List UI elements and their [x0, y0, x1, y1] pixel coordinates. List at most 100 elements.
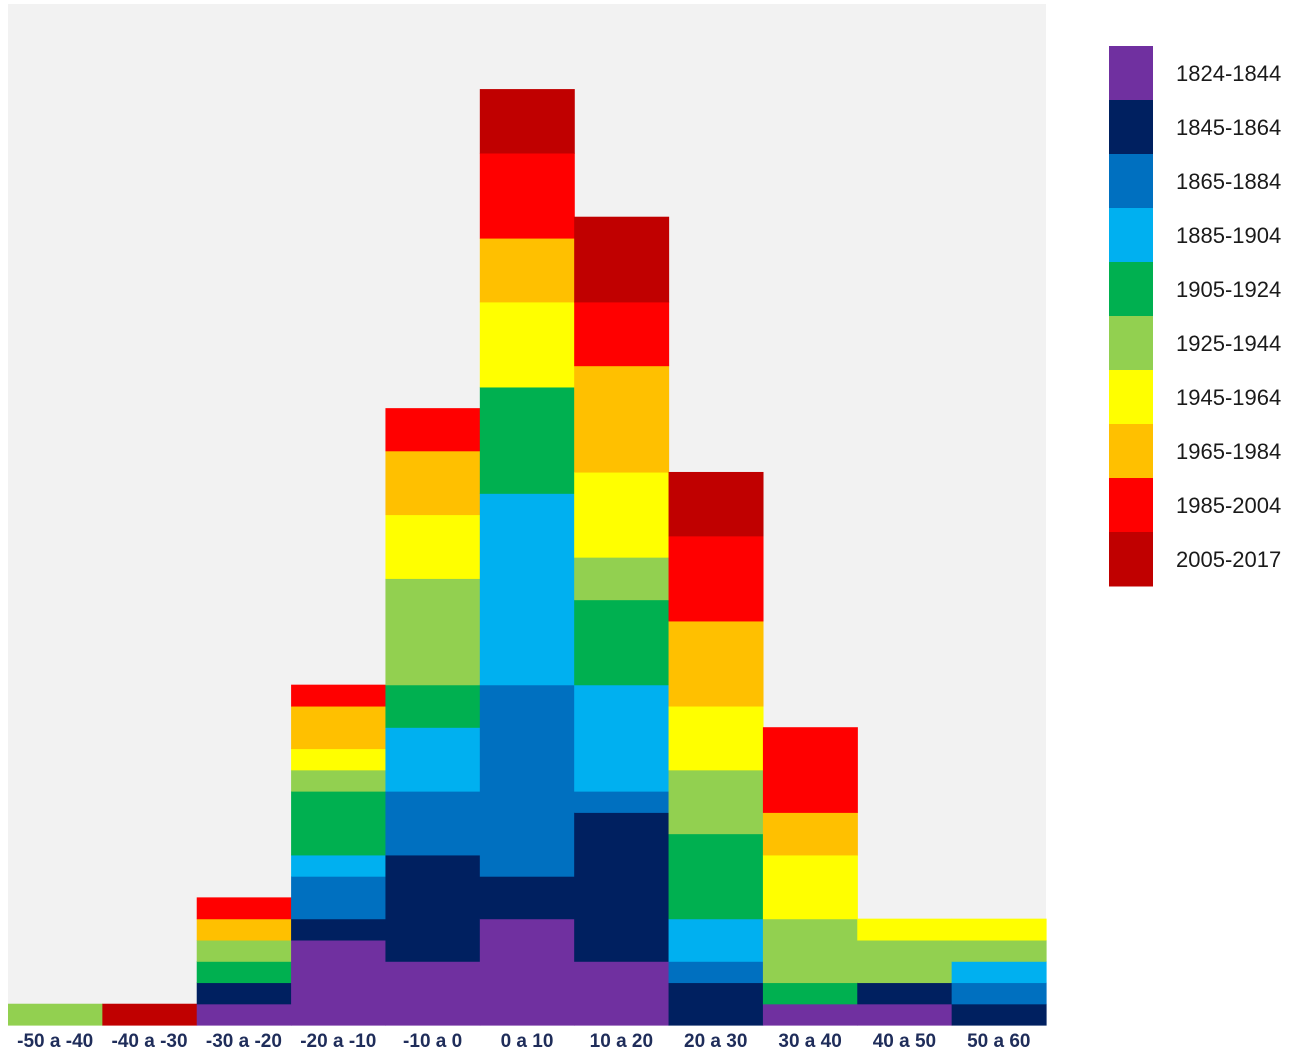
legend-swatch-1824-1844 — [1109, 46, 1153, 101]
bar-segment-1824-1844-bin-5 — [479, 918, 575, 1026]
legend-label: 2005-2017 — [1176, 547, 1281, 572]
bar-segment-1865-1884-bin-5 — [479, 684, 575, 877]
bar-segment-1925-1944-bin-6 — [574, 557, 670, 601]
legend: 1824-1844 1845-1864 1865-1884 1885-1904 1905… — [1109, 46, 1281, 587]
bar-segment-1965-1984-bin-7 — [668, 620, 764, 707]
bar-segment-1845-1864-bin-2 — [196, 982, 292, 1005]
bar-segment-1845-1864-bin-4 — [385, 854, 481, 962]
legend-swatch-2005-2017 — [1109, 532, 1153, 587]
legend-label: 1945-1964 — [1176, 385, 1281, 410]
legend-swatch-1905-1924 — [1109, 262, 1153, 317]
bar-segment-1885-1904-bin-5 — [479, 493, 575, 686]
x-tick-label: 50 a 60 — [967, 1031, 1030, 1052]
bar-segment-1985-2004-bin-4 — [385, 408, 481, 452]
x-tick-label: -50 a -40 — [17, 1031, 93, 1052]
bar-segment-1905-1924-bin-2 — [196, 961, 292, 984]
bar-segment-1865-1884-bin-6 — [574, 791, 670, 813]
x-tick-label: -40 a -30 — [112, 1031, 188, 1052]
bar-segment-1945-1964-bin-8 — [762, 854, 858, 920]
bar-segment-1905-1924-bin-3 — [291, 791, 387, 856]
x-tick-label: 40 a 50 — [873, 1031, 936, 1052]
bar-segment-1985-2004-bin-8 — [762, 727, 858, 813]
bar-segment-1965-1984-bin-2 — [196, 918, 292, 941]
bar-segment-1945-1964-bin-3 — [291, 748, 387, 771]
legend-swatch-1885-1904 — [1109, 208, 1153, 263]
bar-segment-1945-1964-bin-7 — [668, 705, 764, 771]
x-tick-label: -30 a -20 — [206, 1031, 282, 1052]
bar-segment-2005-2017-bin-7 — [668, 471, 764, 537]
legend-label: 1885-1904 — [1176, 223, 1281, 248]
bar-segment-1945-1964-bin-6 — [574, 471, 670, 558]
bar-stacks — [8, 89, 1047, 1026]
bar-segment-1845-1864-bin-3 — [291, 918, 387, 941]
legend-swatch-1865-1884 — [1109, 154, 1153, 209]
bar-segment-1905-1924-bin-7 — [668, 833, 764, 920]
x-tick-label: 10 a 20 — [590, 1031, 653, 1052]
legend-label: 1824-1844 — [1176, 61, 1281, 86]
x-axis-tick-labels: -50 a -40 -40 a -30 -30 a -20 -20 a -10 -10 … — [17, 1031, 1030, 1052]
bar-segment-1905-1924-bin-6 — [574, 599, 670, 686]
bar-segment-1945-1964-bin-4 — [385, 514, 481, 579]
bar-segment-1845-1864-bin-7 — [668, 982, 764, 1026]
bar-segment-1905-1924-bin-5 — [479, 386, 575, 494]
bar-segment-1824-1844-bin-3 — [291, 939, 387, 1026]
bar-segment-1925-1944-bin-3 — [291, 769, 387, 792]
bar-segment-1985-2004-bin-5 — [479, 152, 575, 239]
bar-segment-1985-2004-bin-7 — [668, 535, 764, 622]
bar-segment-1824-1844-bin-4 — [385, 961, 481, 1026]
legend-swatch-1985-2004 — [1109, 478, 1153, 533]
bar-segment-1845-1864-bin-5 — [479, 876, 575, 920]
x-tick-label: 0 a 10 — [501, 1031, 554, 1052]
bar-segment-1845-1864-bin-9 — [857, 982, 953, 1005]
bar-segment-1945-1964-bin-9 — [857, 918, 953, 941]
legend-swatch-1925-1944 — [1109, 316, 1153, 371]
bar-segment-1985-2004-bin-6 — [574, 301, 670, 367]
bar-segment-1885-1904-bin-6 — [574, 684, 670, 792]
bar-segment-1885-1904-bin-10 — [951, 961, 1047, 984]
bar-segment-1905-1924-bin-4 — [385, 684, 481, 728]
bar-segment-1865-1884-bin-4 — [385, 791, 481, 856]
bar-segment-1925-1944-bin-8 — [762, 918, 858, 984]
x-tick-label: -10 a 0 — [403, 1031, 462, 1052]
bar-segment-1925-1944-bin-10 — [951, 939, 1047, 962]
legend-label: 1845-1864 — [1176, 115, 1281, 140]
bar-segment-1985-2004-bin-3 — [291, 684, 387, 707]
bar-segment-1845-1864-bin-6 — [574, 812, 670, 962]
bar-segment-1885-1904-bin-4 — [385, 727, 481, 792]
bar-segment-1824-1844-bin-9 — [857, 1003, 953, 1026]
legend-label: 1965-1984 — [1176, 439, 1281, 464]
bar-segment-1965-1984-bin-4 — [385, 450, 481, 516]
bar-segment-1824-1844-bin-6 — [574, 961, 670, 1026]
bar-segment-2005-2017-bin-1 — [102, 1003, 198, 1026]
legend-label: 1925-1944 — [1176, 331, 1281, 356]
legend-label: 1905-1924 — [1176, 277, 1281, 302]
x-tick-label: -20 a -10 — [300, 1031, 376, 1052]
bar-segment-1824-1844-bin-8 — [762, 1003, 858, 1026]
bar-segment-1965-1984-bin-8 — [762, 812, 858, 856]
bar-segment-1824-1844-bin-2 — [196, 1003, 292, 1026]
bar-segment-1885-1904-bin-7 — [668, 918, 764, 962]
bar-segment-1965-1984-bin-5 — [479, 237, 575, 303]
legend-swatch-1945-1964 — [1109, 370, 1153, 425]
legend-swatch-1845-1864 — [1109, 100, 1153, 155]
bar-segment-1925-1944-bin-9 — [857, 939, 953, 984]
x-tick-label: 20 a 30 — [684, 1031, 747, 1052]
bar-segment-1925-1944-bin-2 — [196, 939, 292, 962]
bar-segment-1965-1984-bin-6 — [574, 365, 670, 473]
bar-segment-2005-2017-bin-6 — [574, 216, 670, 303]
bar-segment-1925-1944-bin-4 — [385, 578, 481, 686]
bar-segment-1905-1924-bin-8 — [762, 982, 858, 1005]
bar-segment-2005-2017-bin-5 — [479, 89, 575, 154]
legend-label: 1865-1884 — [1176, 169, 1281, 194]
bar-segment-1925-1944-bin-7 — [668, 769, 764, 835]
legend-label: 1985-2004 — [1176, 493, 1281, 518]
bar-segment-1885-1904-bin-3 — [291, 854, 387, 877]
bar-segment-1945-1964-bin-10 — [951, 918, 1047, 941]
x-tick-label: 30 a 40 — [778, 1031, 841, 1052]
legend-swatch-1965-1984 — [1109, 424, 1153, 479]
bar-segment-1945-1964-bin-5 — [479, 301, 575, 388]
bar-segment-1965-1984-bin-3 — [291, 705, 387, 750]
bar-segment-1845-1864-bin-10 — [951, 1003, 1047, 1026]
bar-segment-1865-1884-bin-7 — [668, 961, 764, 984]
